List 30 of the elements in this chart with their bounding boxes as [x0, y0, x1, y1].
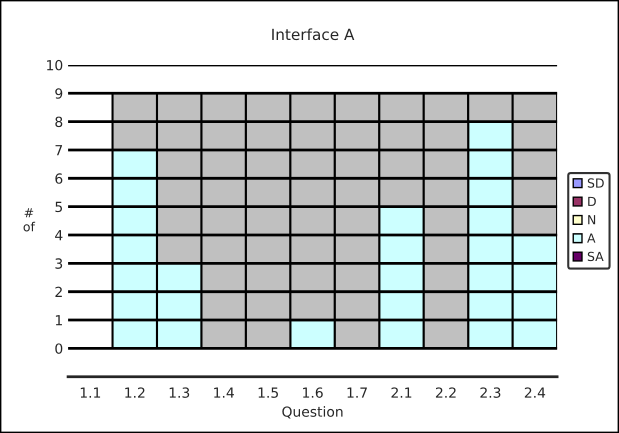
x-tick-label: 2.4	[524, 387, 546, 398]
legend-label: SD	[588, 178, 604, 188]
y-tick-label: 10	[47, 60, 62, 70]
x-axis-title: Question	[282, 406, 342, 418]
y-axis-title: # of	[24, 208, 36, 232]
x-tick-label: 1.4	[214, 388, 234, 398]
y-tick-label: 0	[55, 343, 62, 354]
y-tick-label: 9	[55, 88, 62, 99]
x-tick-label: 2.2	[436, 387, 456, 398]
legend-label: A	[587, 234, 596, 243]
x-tick-label: 1.1	[80, 388, 100, 398]
y-tick-label: 8	[55, 116, 62, 128]
legend-label: N	[588, 215, 596, 224]
y-tick-label: 4	[55, 230, 62, 240]
legend-label: SA	[588, 252, 604, 262]
x-tick-label: 1.3	[170, 387, 190, 398]
x-tick-label: 1.2	[125, 387, 144, 398]
x-tick-label: 1.5	[258, 388, 278, 398]
y-tick-label: 2	[55, 286, 62, 297]
y-tick-label: 6	[55, 173, 62, 184]
y-tick-label: 3	[55, 258, 62, 269]
legend-label: D	[588, 196, 596, 206]
x-tick-label: 2.3	[480, 387, 500, 398]
chart-title: Interface A	[272, 28, 354, 40]
y-tick-label: 5	[55, 202, 62, 212]
x-tick-label: 1.6	[303, 387, 323, 398]
x-tick-label: 2.1	[391, 387, 412, 398]
y-tick-label: 1	[56, 315, 62, 326]
x-tick-label: 1.7	[348, 388, 367, 398]
y-tick-label: 7	[56, 145, 62, 156]
